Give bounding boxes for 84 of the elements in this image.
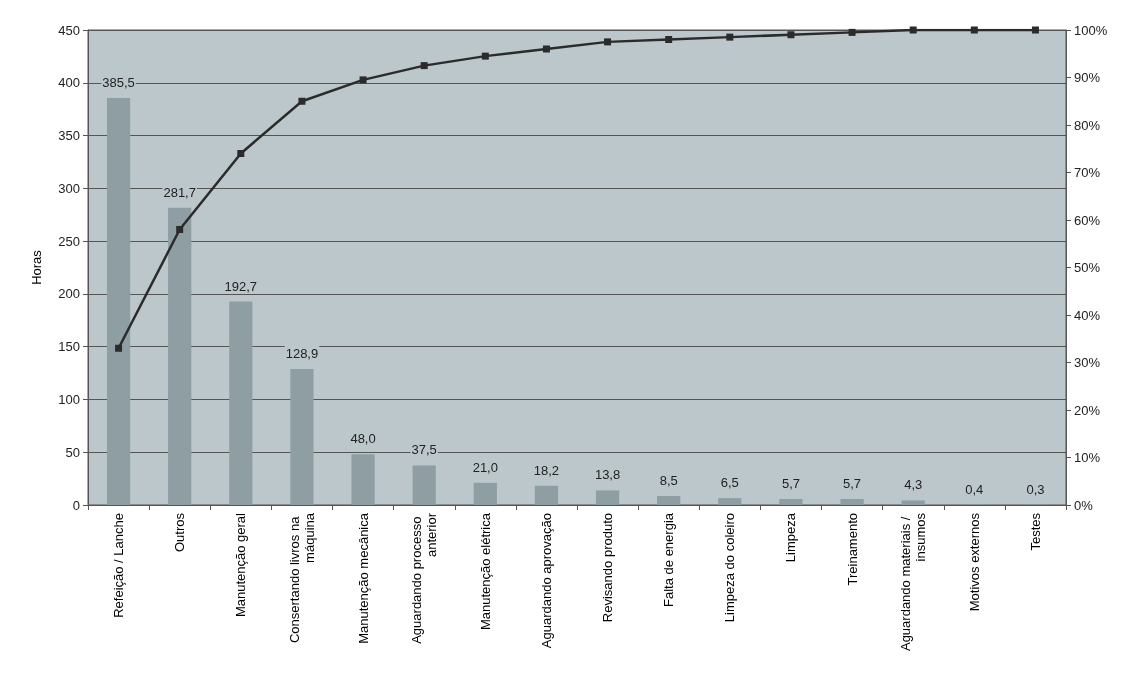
y-tick-label: 100 <box>58 391 80 407</box>
data-label: 192,7 <box>224 278 258 294</box>
y2-tick-label: 40% <box>1074 307 1101 323</box>
x-tick-label: Limpeza do coleiro <box>722 513 738 623</box>
y-tick-label: 200 <box>58 286 80 302</box>
bar <box>595 490 620 505</box>
data-label: 5,7 <box>781 475 800 491</box>
x-tick-label: Testes <box>1027 512 1043 551</box>
bar <box>229 301 253 505</box>
point <box>542 45 550 53</box>
x-tick-label: Limpeza <box>783 512 799 563</box>
point <box>237 150 245 157</box>
bar <box>473 482 497 505</box>
y2-tick-label: 90% <box>1074 70 1101 85</box>
x-tick-label: Motivos externos <box>966 512 982 612</box>
bar <box>351 454 375 505</box>
point <box>420 62 428 70</box>
point <box>298 97 306 105</box>
point <box>176 226 184 233</box>
bar <box>901 500 925 505</box>
y2-tick-label: 0% <box>1074 497 1094 513</box>
bar <box>657 496 681 505</box>
data-label: 21,0 <box>472 459 498 475</box>
data-label: 0,4 <box>965 481 984 497</box>
y-tick-label: 300 <box>58 180 80 196</box>
bar <box>106 98 131 505</box>
y2-tick-label: 30% <box>1074 355 1101 370</box>
y2-tick-label: 60% <box>1074 212 1101 228</box>
y2-tick-label: 20% <box>1074 402 1101 418</box>
x-tick-label: Outros <box>172 512 188 553</box>
x-tick-label: Manutenção geral <box>233 512 249 618</box>
point <box>665 36 673 43</box>
x-tick-label: Falta de energia <box>661 512 677 607</box>
x-tick-label: Aguardando processo anterior <box>409 512 440 644</box>
data-label: 281,7 <box>163 184 196 200</box>
y-tick-label: 150 <box>58 339 80 355</box>
point <box>787 31 795 39</box>
data-label: 128,9 <box>285 345 319 361</box>
bar <box>840 498 864 505</box>
y-tick-label: 400 <box>58 75 80 91</box>
x-tick-label: Manutenção elétrica <box>477 512 493 631</box>
bar <box>412 465 436 505</box>
data-label: 13,8 <box>594 467 621 483</box>
data-label: 18,2 <box>533 462 560 478</box>
x-tick-label: Consertando livros na máquina <box>286 512 317 644</box>
x-tick-label: Aguardando materiais / insumos <box>898 512 929 652</box>
data-label: 48,0 <box>350 431 376 447</box>
y2-tick-label: 100% <box>1074 22 1108 38</box>
bar <box>534 485 559 505</box>
point <box>115 344 123 352</box>
y2-tick-label: 50% <box>1074 260 1101 275</box>
y-axis-title: Horas <box>29 249 44 285</box>
point <box>970 26 978 34</box>
x-tick-label: Revisando produto <box>600 513 616 623</box>
point <box>359 76 367 84</box>
y-tick-label: 50 <box>65 444 80 460</box>
x-tick-label: Manutenção mecânica <box>355 512 371 644</box>
bar <box>290 368 314 505</box>
point <box>909 26 917 34</box>
bar <box>718 498 742 505</box>
data-label: 8,5 <box>659 473 678 489</box>
x-tick-label: Aguardando aprovação <box>538 513 554 649</box>
point <box>481 52 489 60</box>
bar <box>168 207 192 505</box>
data-label: 0,3 <box>1026 481 1045 497</box>
point <box>848 28 856 36</box>
y-tick-label: 0 <box>72 497 80 513</box>
point <box>1031 26 1039 34</box>
y-tick-label: 450 <box>58 22 80 38</box>
x-tick-label: Treinamento <box>844 513 860 586</box>
y-tick-label: 350 <box>58 128 80 144</box>
data-label: 5,7 <box>843 475 862 491</box>
data-label: 37,5 <box>411 442 437 458</box>
point <box>604 38 612 46</box>
bar <box>779 498 803 505</box>
point <box>726 33 734 41</box>
y-tick-label: 250 <box>58 233 80 249</box>
data-label: 6,5 <box>720 475 739 491</box>
y2-tick-label: 10% <box>1074 450 1101 465</box>
y2-tick-label: 80% <box>1074 117 1101 133</box>
data-label: 385,5 <box>102 75 135 91</box>
y2-tick-label: 70% <box>1074 165 1101 180</box>
data-label: 4,3 <box>904 477 923 493</box>
x-tick-label: Refeição / Lanche <box>111 513 127 618</box>
